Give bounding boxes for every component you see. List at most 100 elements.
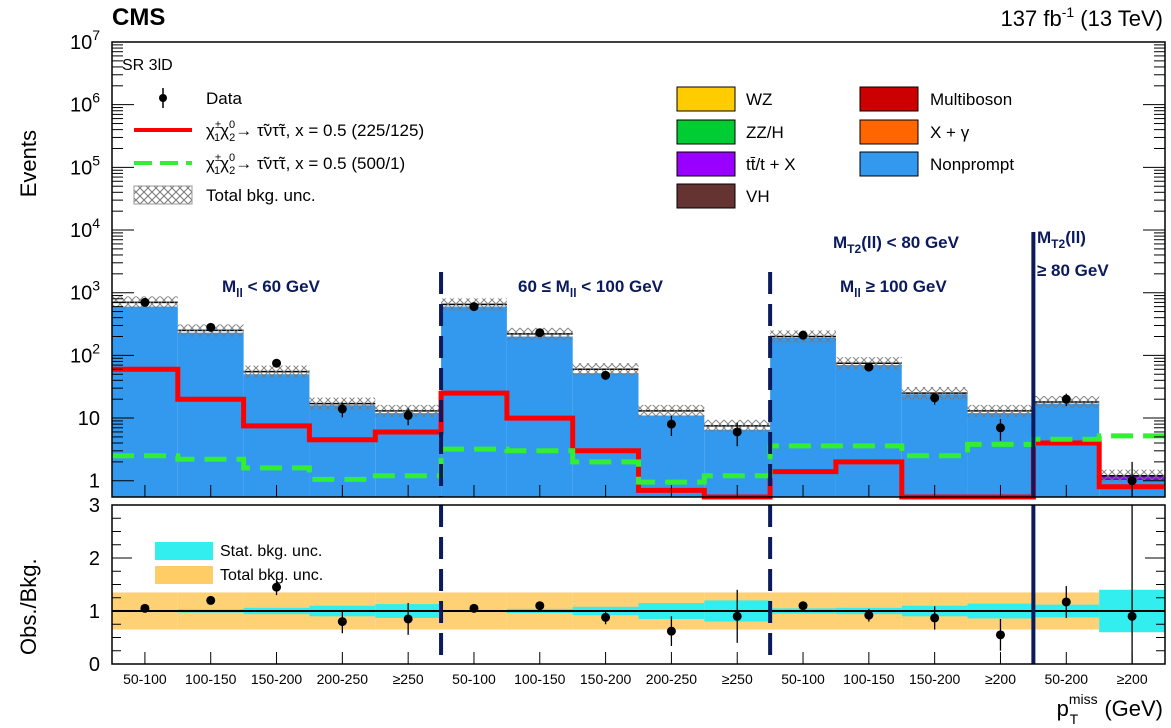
x-tick-label: 200-250 (646, 671, 698, 687)
ratio-point (798, 601, 808, 611)
region-label-mt2-lt80: MT2(ll) < 80 GeV (833, 233, 960, 256)
data-point (798, 330, 808, 340)
ratio-y-tick-label: 2 (89, 548, 100, 570)
legend-total-unc-ratio-swatch (155, 566, 213, 584)
legend-zzh-swatch (676, 119, 736, 145)
legend-zzh-label: ZZ/H (746, 123, 784, 142)
luminosity-label: 137 fb-1 (13 TeV) (1001, 4, 1163, 31)
legend-data-marker (159, 88, 167, 108)
total-unc-band (967, 404, 1034, 417)
x-tick-label: ≥200 (1117, 671, 1148, 687)
x-tick-label: 50-100 (452, 671, 496, 687)
data-point (535, 328, 545, 338)
y-tick-label: 10 (78, 408, 100, 430)
x-tick-label: 50-100 (781, 671, 825, 687)
ratio-point (206, 595, 216, 605)
x-tick-label: 50-200 (1044, 671, 1088, 687)
y-tick-label: 102 (70, 340, 100, 367)
x-tick-label: ≥250 (722, 671, 753, 687)
legend-vh-label: VH (746, 187, 770, 206)
ratio-point (403, 614, 413, 624)
legend-signal1-label: χ± 1χ0 2→ τ̃ντ̃τ, x = 0.5 (225/125) (206, 119, 424, 144)
x-tick-label: ≥200 (985, 671, 1016, 687)
ratio-point (1127, 611, 1137, 621)
region-label-mll-ge100: Mll ≥ 100 GeV (840, 277, 947, 300)
ratio-point (995, 630, 1005, 640)
ratio-point (140, 603, 150, 613)
nonprompt-bar (375, 413, 442, 497)
y-axis-label-ratio: Obs./Bkg. (16, 558, 41, 655)
x-tick-label: 100-150 (185, 671, 237, 687)
x-tick-label: ≥250 (393, 671, 424, 687)
x-tick-label: 100-150 (843, 671, 895, 687)
legend-nonprompt-label: Nonprompt (930, 155, 1014, 174)
region-label-mt2-ge80: MT2(ll) (1037, 228, 1086, 251)
ratio-point (1061, 597, 1071, 607)
ratio-point (864, 610, 874, 620)
nonprompt-bar (1033, 403, 1100, 497)
y-axis-label-events: Events (16, 130, 41, 197)
y-tick-label: 1 (89, 471, 100, 493)
data-point (469, 302, 479, 312)
data-point (995, 423, 1005, 433)
legend-vh-swatch (676, 183, 736, 209)
y-tick-label: 103 (70, 278, 100, 305)
data-point (666, 419, 676, 429)
region-label-mll-60-100: 60 ≤ Mll < 100 GeV (518, 277, 664, 300)
data-point (206, 322, 216, 332)
data-point (272, 358, 282, 368)
ratio-frame (111, 504, 1166, 665)
nonprompt-bar (572, 373, 639, 497)
ratio-point (469, 603, 479, 613)
total-unc-band (638, 404, 705, 417)
ratio-point (732, 611, 742, 621)
ratio-point (666, 626, 676, 636)
data-point (601, 370, 611, 380)
y-tick-label: 107 (70, 27, 100, 54)
legend-total-unc-ratio-label: Total bkg. unc. (220, 567, 323, 584)
total-unc-band (243, 365, 310, 378)
nonprompt-bar (835, 365, 902, 497)
legend-data-label: Data (206, 89, 242, 108)
legend-xgamma-swatch (859, 119, 919, 145)
y-tick-label: 106 (70, 90, 100, 117)
x-tick-label: 50-100 (123, 671, 167, 687)
signal2-line (112, 433, 1165, 485)
data-point (403, 410, 413, 420)
x-tick-label: 100-150 (514, 671, 566, 687)
ratio-y-tick-label: 1 (89, 601, 100, 623)
data-point (140, 297, 150, 307)
ratio-point (601, 612, 611, 622)
legend-multiboson-swatch (859, 86, 919, 112)
legend-left: Data χ± 1χ0 2→ τ̃ντ̃τ, x = 0.5 (225/125) χ… (133, 88, 424, 205)
ratio-point (272, 582, 282, 592)
data-point (1061, 394, 1071, 404)
region-label-mt2-ge80-value: ≥ 80 GeV (1037, 261, 1109, 280)
total-unc-band (572, 363, 639, 376)
ratio-y-tick-label: 0 (89, 654, 100, 676)
nonprompt-bar (901, 394, 968, 497)
experiment-label: CMS (112, 4, 165, 31)
y-tick-label: 105 (70, 152, 100, 179)
ratio-y-tick-label: 3 (89, 495, 100, 517)
nonprompt-bar (112, 306, 178, 497)
region-label-mll-lt60: Mll < 60 GeV (222, 277, 321, 300)
data-point (864, 362, 874, 372)
legend-ratio: Stat. bkg. unc. Total bkg. unc. (155, 542, 323, 584)
legend-ttx-swatch (676, 151, 736, 177)
y-tick-label: 104 (70, 215, 100, 242)
legend-right: WZ ZZ/H tt̄/t + X VH Multiboson X + γ No… (676, 86, 1014, 209)
legend-nonprompt-swatch (859, 151, 919, 177)
legend-stat-unc-label: Stat. bkg. unc. (220, 543, 322, 560)
x-tick-label: 150-200 (909, 671, 961, 687)
nonprompt-bar (177, 332, 244, 497)
x-tick-label: 150-200 (251, 671, 303, 687)
legend-xgamma-label: X + γ (930, 123, 970, 142)
data-point (732, 427, 742, 437)
legend-wz-label: WZ (746, 90, 772, 109)
legend-signal2-label: χ± 1χ0 2→ τ̃ντ̃τ, x = 0.5 (500/1) (206, 152, 405, 177)
data-point (1127, 476, 1137, 486)
nonprompt-bar (309, 405, 376, 497)
ratio-point (337, 617, 347, 627)
